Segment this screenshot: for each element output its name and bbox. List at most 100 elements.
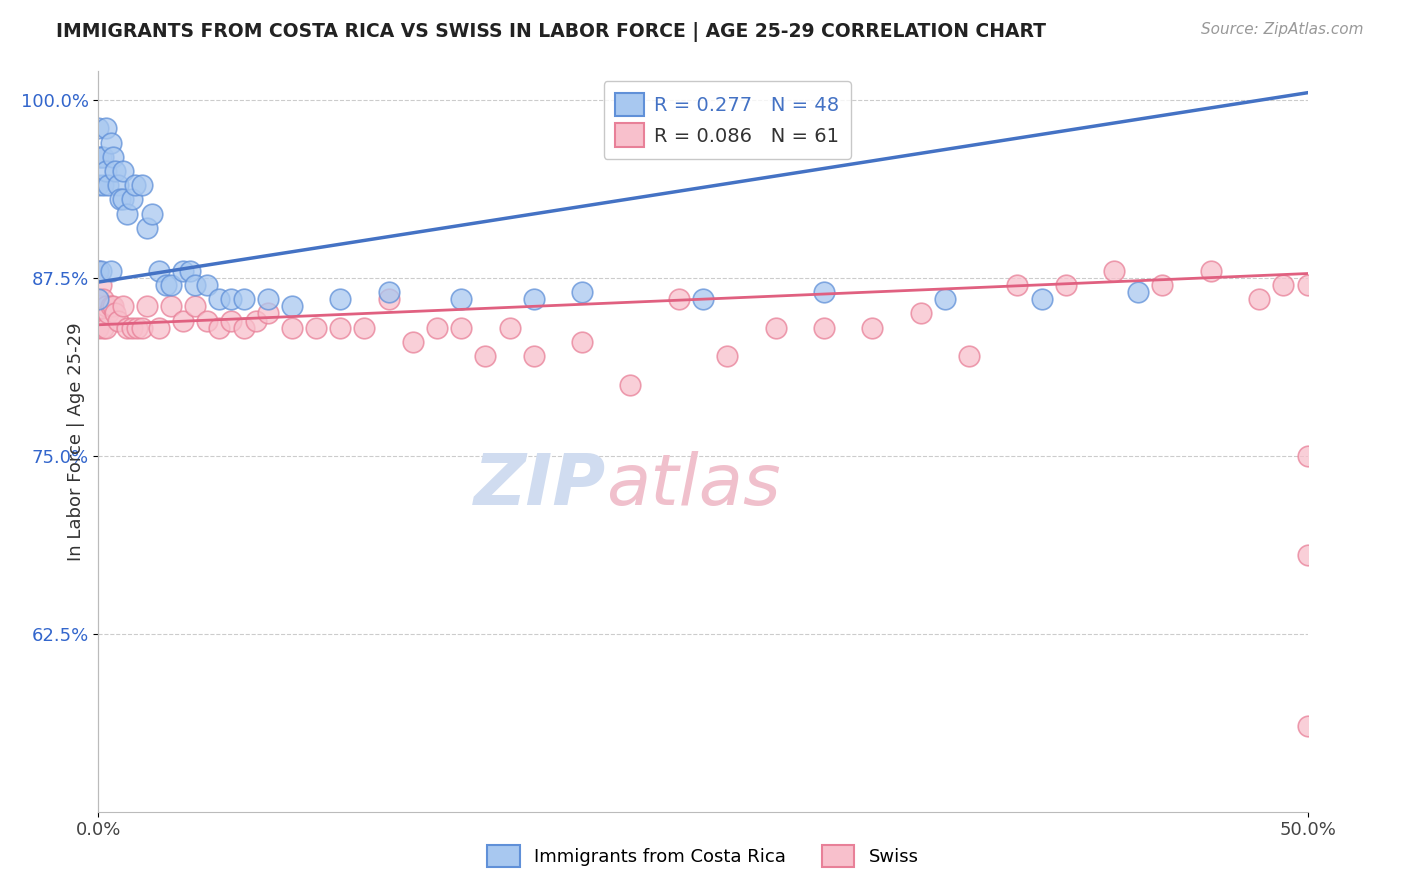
Point (1296, 549, 1319, 563)
Legend: Immigrants from Costa Rica, Swiss: Immigrants from Costa Rica, Swiss (479, 838, 927, 874)
Point (87, 292, 110, 306)
Point (121, 320, 143, 334)
Point (377, 285, 399, 299)
Point (97, 178, 120, 193)
Point (353, 320, 375, 334)
Point (111, 164, 134, 178)
Point (692, 292, 714, 306)
Text: Source: ZipAtlas.com: Source: ZipAtlas.com (1201, 22, 1364, 37)
Point (256, 306, 278, 320)
Point (87, 263, 110, 277)
Point (179, 263, 201, 277)
Point (221, 313, 243, 327)
Point (1199, 263, 1222, 277)
Point (195, 277, 218, 292)
Point (87, 263, 110, 277)
Point (111, 193, 134, 207)
Point (668, 292, 690, 306)
Point (87, 178, 110, 193)
Point (94, 320, 117, 334)
Point (221, 292, 243, 306)
Point (107, 178, 129, 193)
Point (87, 150, 110, 164)
Point (107, 313, 129, 327)
Point (184, 277, 207, 292)
Point (91, 320, 114, 334)
Point (281, 320, 304, 334)
Point (860, 320, 883, 334)
Text: IMMIGRANTS FROM COSTA RICA VS SWISS IN LABOR FORCE | AGE 25-29 CORRELATION CHART: IMMIGRANTS FROM COSTA RICA VS SWISS IN L… (56, 22, 1046, 42)
Point (94, 299, 117, 313)
Point (94, 164, 117, 178)
Point (94, 121, 117, 136)
Point (450, 292, 472, 306)
Point (813, 285, 835, 299)
Point (172, 313, 194, 327)
Point (957, 349, 980, 363)
Point (1031, 292, 1053, 306)
Point (91, 292, 114, 306)
Point (90, 263, 112, 277)
Point (160, 299, 183, 313)
Point (160, 277, 183, 292)
Point (135, 221, 157, 235)
Point (91, 150, 114, 164)
Point (523, 349, 546, 363)
Point (124, 178, 146, 193)
Point (571, 334, 593, 349)
Point (90, 277, 112, 292)
Point (101, 299, 124, 313)
Point (97, 306, 120, 320)
Point (305, 320, 328, 334)
Point (813, 320, 835, 334)
Point (111, 299, 134, 313)
Point (329, 292, 352, 306)
Point (498, 320, 520, 334)
Point (172, 263, 194, 277)
Point (108, 193, 131, 207)
Point (148, 263, 170, 277)
Point (232, 320, 254, 334)
Point (87, 320, 110, 334)
Point (135, 299, 157, 313)
Point (104, 164, 127, 178)
Point (100, 299, 122, 313)
Point (101, 150, 124, 164)
Point (571, 285, 593, 299)
Point (1296, 277, 1319, 292)
Point (256, 292, 278, 306)
Point (232, 292, 254, 306)
Point (117, 207, 139, 221)
Point (329, 320, 352, 334)
Point (1007, 277, 1029, 292)
Point (90, 150, 112, 164)
Point (121, 193, 143, 207)
Point (450, 320, 472, 334)
Point (910, 306, 932, 320)
Point (208, 320, 231, 334)
Point (87, 292, 110, 306)
Point (131, 178, 153, 193)
Point (91, 178, 114, 193)
Point (100, 263, 122, 277)
Point (1296, 449, 1319, 463)
Point (117, 320, 139, 334)
Point (87, 121, 110, 136)
Point (100, 136, 122, 150)
Point (148, 320, 170, 334)
Point (377, 292, 399, 306)
Point (90, 306, 112, 320)
Point (195, 313, 218, 327)
Point (127, 320, 149, 334)
Point (619, 377, 641, 392)
Point (426, 320, 449, 334)
Point (1102, 263, 1125, 277)
Point (1296, 719, 1319, 733)
Point (245, 313, 267, 327)
Point (1272, 277, 1295, 292)
Point (1249, 292, 1271, 306)
Point (281, 299, 304, 313)
Point (1128, 285, 1150, 299)
Point (104, 306, 127, 320)
Legend: R = 0.277   N = 48, R = 0.086   N = 61: R = 0.277 N = 48, R = 0.086 N = 61 (603, 81, 851, 159)
